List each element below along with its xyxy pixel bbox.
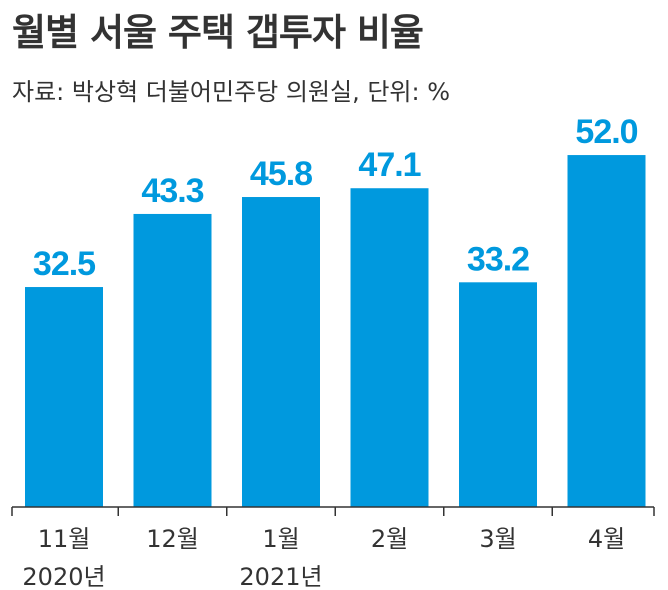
x-axis-ticks-group <box>11 507 655 516</box>
value-label-1: 32.5 <box>33 245 95 283</box>
category-label-3: 1월 <box>262 525 299 553</box>
value-label-4: 47.1 <box>358 146 420 184</box>
chart-subtitle: 자료: 박상혁 더불어민주당 의원실, 단위: % <box>12 78 451 106</box>
bar-2 <box>133 213 212 507</box>
bar-1 <box>25 287 103 507</box>
bar-3 <box>242 197 320 507</box>
chart-title: 월별 서울 주택 갭투자 비율 <box>12 11 424 54</box>
bar-5 <box>459 282 537 507</box>
value-labels-group: 32.5 43.3 45.8 47.1 33.2 52.0 <box>33 113 639 283</box>
category-label-4: 2월 <box>371 525 408 553</box>
year-label-3: 2021년 <box>239 563 322 590</box>
category-label-5: 3월 <box>479 525 516 553</box>
year-label-1: 2020년 <box>22 563 105 590</box>
value-label-2: 43.3 <box>141 172 203 210</box>
category-label-6: 4월 <box>588 525 625 553</box>
bar-4 <box>350 188 429 507</box>
category-label-1: 11월 <box>38 525 91 553</box>
value-label-6: 52.0 <box>575 113 637 151</box>
year-labels-group: 2020년 2021년 <box>22 563 322 590</box>
category-labels-group: 11월 12월 1월 2월 3월 4월 <box>38 525 625 553</box>
value-label-5: 33.2 <box>467 240 529 278</box>
bar-6 <box>567 155 646 507</box>
value-label-3: 45.8 <box>250 155 312 193</box>
category-label-2: 12월 <box>146 525 199 553</box>
bars-group <box>25 155 646 507</box>
